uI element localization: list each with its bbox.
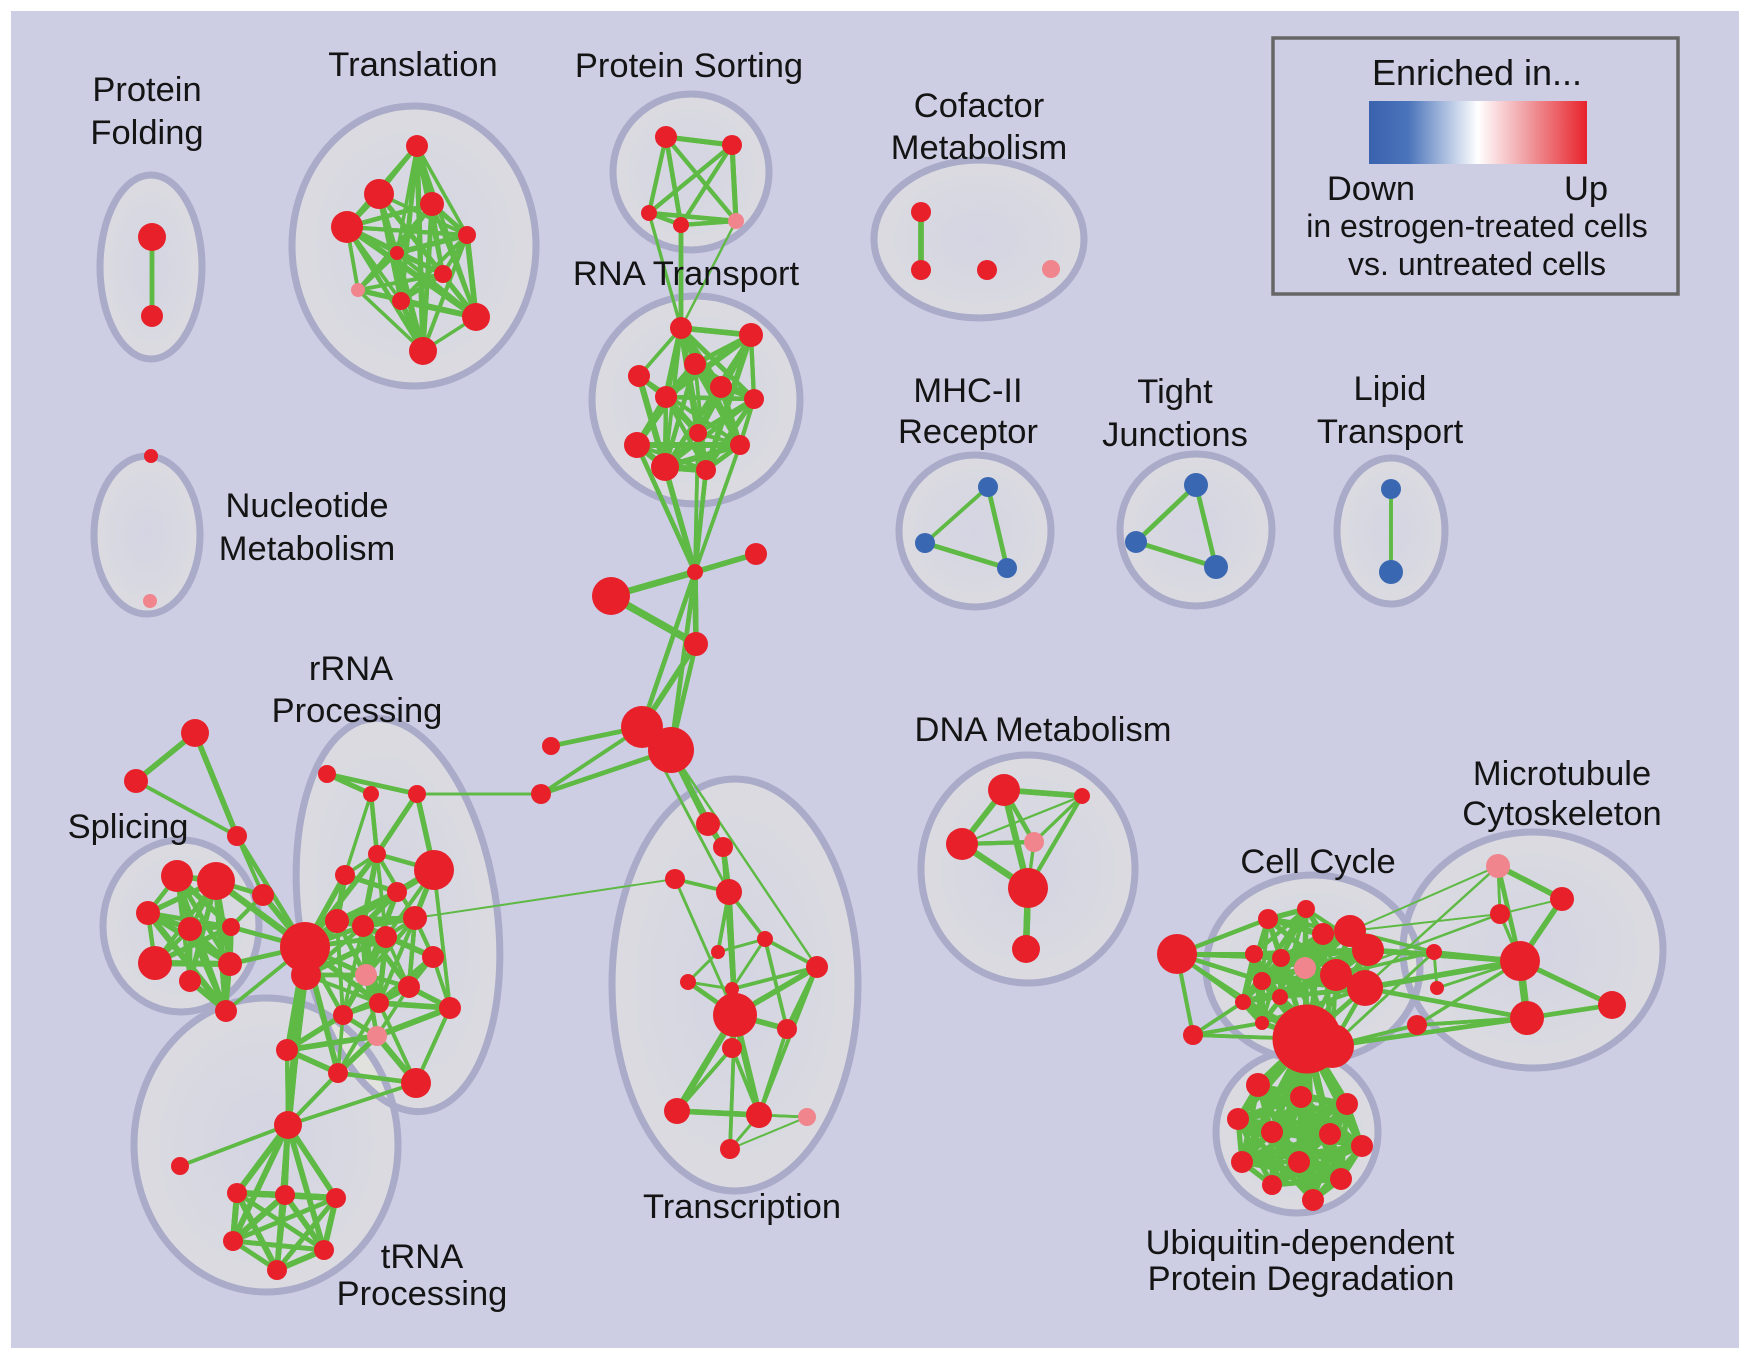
svg-text:Enriched in...: Enriched in... bbox=[1372, 52, 1582, 93]
svg-text:Processing: Processing bbox=[272, 692, 443, 730]
svg-text:Receptor: Receptor bbox=[898, 413, 1038, 451]
svg-text:Nucleotide: Nucleotide bbox=[225, 487, 388, 525]
svg-text:Transport: Transport bbox=[1317, 413, 1464, 451]
svg-text:Protein Degradation: Protein Degradation bbox=[1148, 1260, 1455, 1298]
svg-text:tRNA: tRNA bbox=[381, 1238, 463, 1276]
svg-text:Cytoskeleton: Cytoskeleton bbox=[1462, 795, 1661, 833]
svg-text:MHC-II: MHC-II bbox=[913, 372, 1022, 410]
svg-text:Ubiquitin-dependent: Ubiquitin-dependent bbox=[1146, 1224, 1455, 1262]
svg-text:Lipid: Lipid bbox=[1354, 370, 1427, 408]
svg-text:vs. untreated cells: vs. untreated cells bbox=[1348, 246, 1606, 282]
svg-text:Processing: Processing bbox=[337, 1275, 508, 1313]
svg-text:Protein Sorting: Protein Sorting bbox=[575, 47, 803, 85]
svg-text:Cofactor: Cofactor bbox=[914, 87, 1044, 125]
svg-text:rRNA: rRNA bbox=[309, 650, 393, 688]
svg-text:Translation: Translation bbox=[328, 46, 497, 84]
svg-text:Microtubule: Microtubule bbox=[1473, 755, 1651, 793]
svg-text:Junctions: Junctions bbox=[1102, 416, 1248, 454]
svg-text:Cell Cycle: Cell Cycle bbox=[1240, 843, 1395, 881]
svg-text:Transcription: Transcription bbox=[643, 1188, 841, 1226]
svg-text:DNA Metabolism: DNA Metabolism bbox=[915, 711, 1172, 749]
svg-text:Tight: Tight bbox=[1137, 373, 1213, 411]
svg-text:Down: Down bbox=[1327, 170, 1415, 208]
svg-text:Folding: Folding bbox=[90, 114, 203, 152]
svg-text:Up: Up bbox=[1564, 170, 1608, 208]
svg-text:Metabolism: Metabolism bbox=[891, 129, 1067, 167]
svg-text:Metabolism: Metabolism bbox=[219, 530, 395, 568]
svg-text:in estrogen-treated cells: in estrogen-treated cells bbox=[1306, 208, 1648, 244]
svg-text:Protein: Protein bbox=[92, 71, 201, 109]
svg-text:RNA Transport: RNA Transport bbox=[573, 255, 800, 293]
svg-text:Splicing: Splicing bbox=[68, 808, 189, 846]
